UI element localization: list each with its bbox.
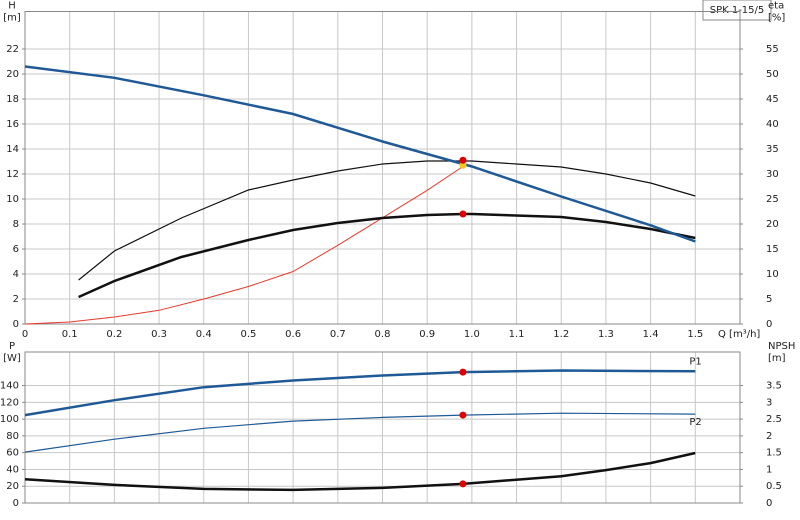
x-tick-label: 1.3 — [598, 329, 614, 340]
y2-tick-label: 5 — [766, 294, 772, 305]
curve — [78, 212, 696, 299]
y-tick-label: 18 — [6, 94, 19, 105]
y2-tick-label: 20 — [766, 219, 779, 230]
x-tick-label: 0.9 — [419, 329, 435, 340]
x-tick-label: 0.4 — [196, 329, 212, 340]
y2-tick-label: 45 — [766, 94, 779, 105]
y2-tick-label: 1 — [766, 464, 772, 475]
x-tick-label: 0.8 — [375, 329, 391, 340]
x-tick-label: 0.1 — [62, 329, 78, 340]
series-label: P1 — [689, 356, 701, 367]
y-tick-label: 10 — [6, 194, 19, 205]
y-tick-label: 22 — [6, 44, 19, 55]
y-tick-label: 140 — [0, 381, 19, 392]
y2-tick-label: 1.5 — [766, 448, 782, 459]
series-label: P2 — [689, 417, 701, 428]
curve — [78, 160, 696, 281]
y2-tick-label: 2.5 — [766, 414, 782, 425]
x-tick-label: 0.3 — [151, 329, 167, 340]
operating-point — [459, 156, 467, 164]
x-tick-label: 0.2 — [106, 329, 122, 340]
y2-tick-label: 3.5 — [766, 381, 782, 392]
title-box — [702, 0, 772, 21]
y2-tick-label: 0 — [766, 319, 772, 330]
y-axis-label: H — [8, 1, 16, 12]
curve — [24, 451, 696, 492]
plot-frame — [24, 11, 741, 325]
x-tick-label: 0.6 — [285, 329, 301, 340]
y2-axis-unit: [m] — [768, 353, 786, 364]
y-tick-label: 20 — [6, 481, 19, 492]
y-tick-label: 8 — [13, 219, 19, 230]
curve — [24, 369, 696, 417]
y2-tick-label: 50 — [766, 69, 779, 80]
x-axis-label: Q [m³/h] — [718, 329, 760, 340]
x-tick-label: 1.4 — [643, 329, 659, 340]
y2-tick-label: 30 — [766, 169, 779, 180]
curve — [24, 65, 696, 243]
y-tick-label: 6 — [13, 244, 19, 255]
operating-point — [459, 480, 467, 488]
y-tick-label: 100 — [0, 414, 19, 425]
y2-axis-label: eta — [768, 1, 784, 12]
y2-tick-label: 15 — [766, 244, 779, 255]
curve — [24, 412, 696, 453]
y-tick-label: 120 — [0, 397, 19, 408]
operating-point — [459, 210, 467, 218]
y-tick-label: 12 — [6, 169, 19, 180]
y2-tick-label: 35 — [766, 144, 779, 155]
x-tick-label: 1.0 — [464, 329, 480, 340]
x-tick-label: 1.1 — [509, 329, 525, 340]
plot-frame — [24, 351, 741, 504]
chart-title: SPK 1-15/5 — [710, 5, 765, 16]
x-tick-label: 0.7 — [330, 329, 346, 340]
y-tick-label: 2 — [13, 294, 19, 305]
y2-tick-label: 55 — [766, 44, 779, 55]
x-tick-label: 1.5 — [687, 329, 703, 340]
curve — [24, 166, 464, 325]
y2-tick-label: 0 — [766, 498, 772, 509]
y-tick-label: 20 — [6, 69, 19, 80]
y-tick-label: 60 — [6, 448, 19, 459]
y2-axis-unit: [%] — [768, 13, 785, 24]
y-tick-label: 40 — [6, 464, 19, 475]
y2-tick-label: 40 — [766, 119, 779, 130]
y2-tick-label: 0.5 — [766, 481, 782, 492]
y2-axis-label: NPSH — [768, 341, 795, 352]
y-tick-label: 14 — [6, 144, 19, 155]
x-tick-label: 0.5 — [240, 329, 256, 340]
y2-tick-label: 3 — [766, 397, 772, 408]
y-tick-label: 80 — [6, 431, 19, 442]
operating-point — [459, 411, 467, 419]
y2-tick-label: 2 — [766, 431, 772, 442]
y-axis-label: P — [9, 341, 15, 352]
y-tick-label: 0 — [13, 319, 19, 330]
y-axis-unit: [m] — [3, 13, 21, 24]
y2-tick-label: 25 — [766, 194, 779, 205]
x-tick-label: 0 — [22, 329, 28, 340]
y-tick-label: 16 — [6, 119, 19, 130]
operating-point — [459, 161, 467, 169]
x-tick-label: 1.2 — [553, 329, 569, 340]
y-tick-label: 4 — [13, 269, 19, 280]
y2-tick-label: 10 — [766, 269, 779, 280]
y-tick-label: 0 — [13, 498, 19, 509]
operating-point — [459, 368, 467, 376]
y-axis-unit: [W] — [3, 353, 21, 364]
